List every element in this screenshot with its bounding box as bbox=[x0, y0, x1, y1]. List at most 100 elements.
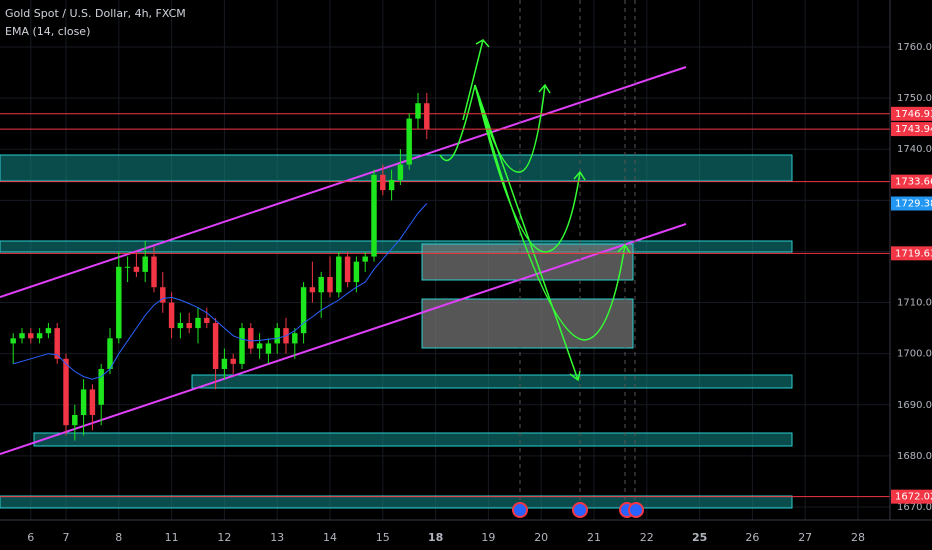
candle-body bbox=[89, 389, 96, 415]
candle-body bbox=[45, 328, 52, 334]
candle-body bbox=[212, 322, 219, 369]
event-lines bbox=[519, 0, 636, 520]
candle-body bbox=[168, 302, 175, 329]
x-tick-label: 6 bbox=[27, 531, 34, 544]
candle-body bbox=[274, 328, 280, 344]
x-tick-label: 12 bbox=[217, 531, 231, 544]
x-tick-label: 28 bbox=[851, 531, 865, 544]
zone bbox=[191, 374, 793, 389]
zone bbox=[0, 240, 793, 253]
x-tick-label: 27 bbox=[798, 531, 812, 544]
candle-body bbox=[204, 317, 210, 323]
x-tick-label: 18 bbox=[428, 531, 443, 544]
candle-body bbox=[10, 338, 16, 344]
candle-body bbox=[19, 333, 25, 339]
y-tick-label: 1750.00 bbox=[897, 93, 932, 104]
arrow bbox=[474, 84, 581, 382]
candle-body bbox=[380, 174, 386, 191]
x-tick-label: 26 bbox=[745, 531, 759, 544]
candle-body bbox=[309, 287, 316, 293]
event-icon bbox=[572, 502, 588, 518]
arrow bbox=[462, 39, 490, 121]
candle-body bbox=[353, 261, 360, 283]
x-tick-label: 21 bbox=[587, 531, 601, 544]
arrow bbox=[439, 84, 476, 162]
price-label: 1719.63 bbox=[895, 248, 932, 259]
y-tick-label: 1760.00 bbox=[897, 42, 932, 53]
arrow bbox=[474, 84, 631, 341]
price-label-box bbox=[891, 196, 932, 211]
zone bbox=[0, 495, 793, 509]
candle-body bbox=[362, 256, 368, 262]
time-axis bbox=[0, 520, 932, 550]
candle-body bbox=[36, 333, 43, 339]
price-axis bbox=[890, 0, 932, 550]
price-label-box bbox=[891, 122, 932, 137]
legend-entry: EMA (14, close) bbox=[5, 25, 90, 38]
candle-body bbox=[388, 179, 395, 191]
y-tick-label: 1680.00 bbox=[897, 451, 932, 462]
candle-body bbox=[195, 317, 201, 329]
arrow bbox=[474, 84, 586, 253]
candle-body bbox=[186, 322, 192, 329]
y-tick-label: 1710.00 bbox=[897, 298, 932, 309]
candle-body bbox=[406, 118, 412, 165]
price-label-box bbox=[891, 106, 932, 121]
candle-body bbox=[151, 256, 157, 288]
candle-body bbox=[124, 266, 131, 268]
y-tick-label: 1740.00 bbox=[897, 144, 932, 155]
x-tick-label: 11 bbox=[165, 531, 179, 544]
candle-body bbox=[107, 338, 113, 369]
candle-body bbox=[424, 103, 430, 130]
candle-body bbox=[160, 287, 166, 303]
candle-body bbox=[239, 328, 245, 364]
event-icon bbox=[512, 502, 528, 518]
candle-body bbox=[318, 276, 324, 293]
price-label: 1746.93 bbox=[895, 109, 932, 120]
candle-body bbox=[54, 328, 60, 359]
chart-title: Gold Spot / U.S. Dollar, 4h, FXCM bbox=[5, 7, 186, 20]
candle-body bbox=[371, 174, 377, 257]
candle-body bbox=[116, 266, 122, 339]
candle-body bbox=[230, 358, 236, 364]
candle-body bbox=[72, 414, 78, 426]
candle-body bbox=[98, 368, 104, 405]
x-tick-label: 15 bbox=[376, 531, 390, 544]
event-icon bbox=[628, 502, 644, 518]
y-tick-label: 1670.00 bbox=[897, 502, 932, 513]
x-tick-label: 25 bbox=[692, 531, 707, 544]
candle-body bbox=[177, 322, 184, 329]
ema-line bbox=[13, 203, 428, 380]
candle-body bbox=[265, 343, 272, 354]
candle-body bbox=[300, 287, 307, 334]
candle-body bbox=[221, 358, 228, 369]
x-tick-label: 20 bbox=[534, 531, 548, 544]
price-label: 1733.66 bbox=[895, 177, 932, 188]
price-label-box bbox=[891, 174, 932, 189]
price-label-box bbox=[891, 246, 932, 261]
candle-body bbox=[336, 256, 342, 293]
candle-body bbox=[133, 266, 140, 272]
y-tick-label: 1690.00 bbox=[897, 400, 932, 411]
x-tick-label: 13 bbox=[270, 531, 284, 544]
zone bbox=[33, 432, 793, 447]
zone bbox=[0, 154, 793, 182]
zone bbox=[421, 298, 634, 349]
marks bbox=[0, 93, 890, 498]
event-icons bbox=[512, 502, 644, 518]
candle-body bbox=[256, 343, 263, 349]
price-label: 1729.38 bbox=[895, 199, 932, 210]
price-label: 1672.02 bbox=[895, 492, 932, 503]
price-label-box bbox=[891, 489, 932, 504]
channel-line bbox=[0, 223, 687, 455]
candle-body bbox=[344, 256, 351, 283]
x-tick-label: 14 bbox=[323, 531, 337, 544]
price-label: 1743.94 bbox=[895, 124, 932, 135]
y-tick-label: 1700.00 bbox=[897, 349, 932, 360]
candle-body bbox=[28, 333, 34, 339]
x-tick-label: 19 bbox=[481, 531, 495, 544]
candle-body bbox=[397, 164, 404, 180]
candle-body bbox=[248, 328, 254, 349]
